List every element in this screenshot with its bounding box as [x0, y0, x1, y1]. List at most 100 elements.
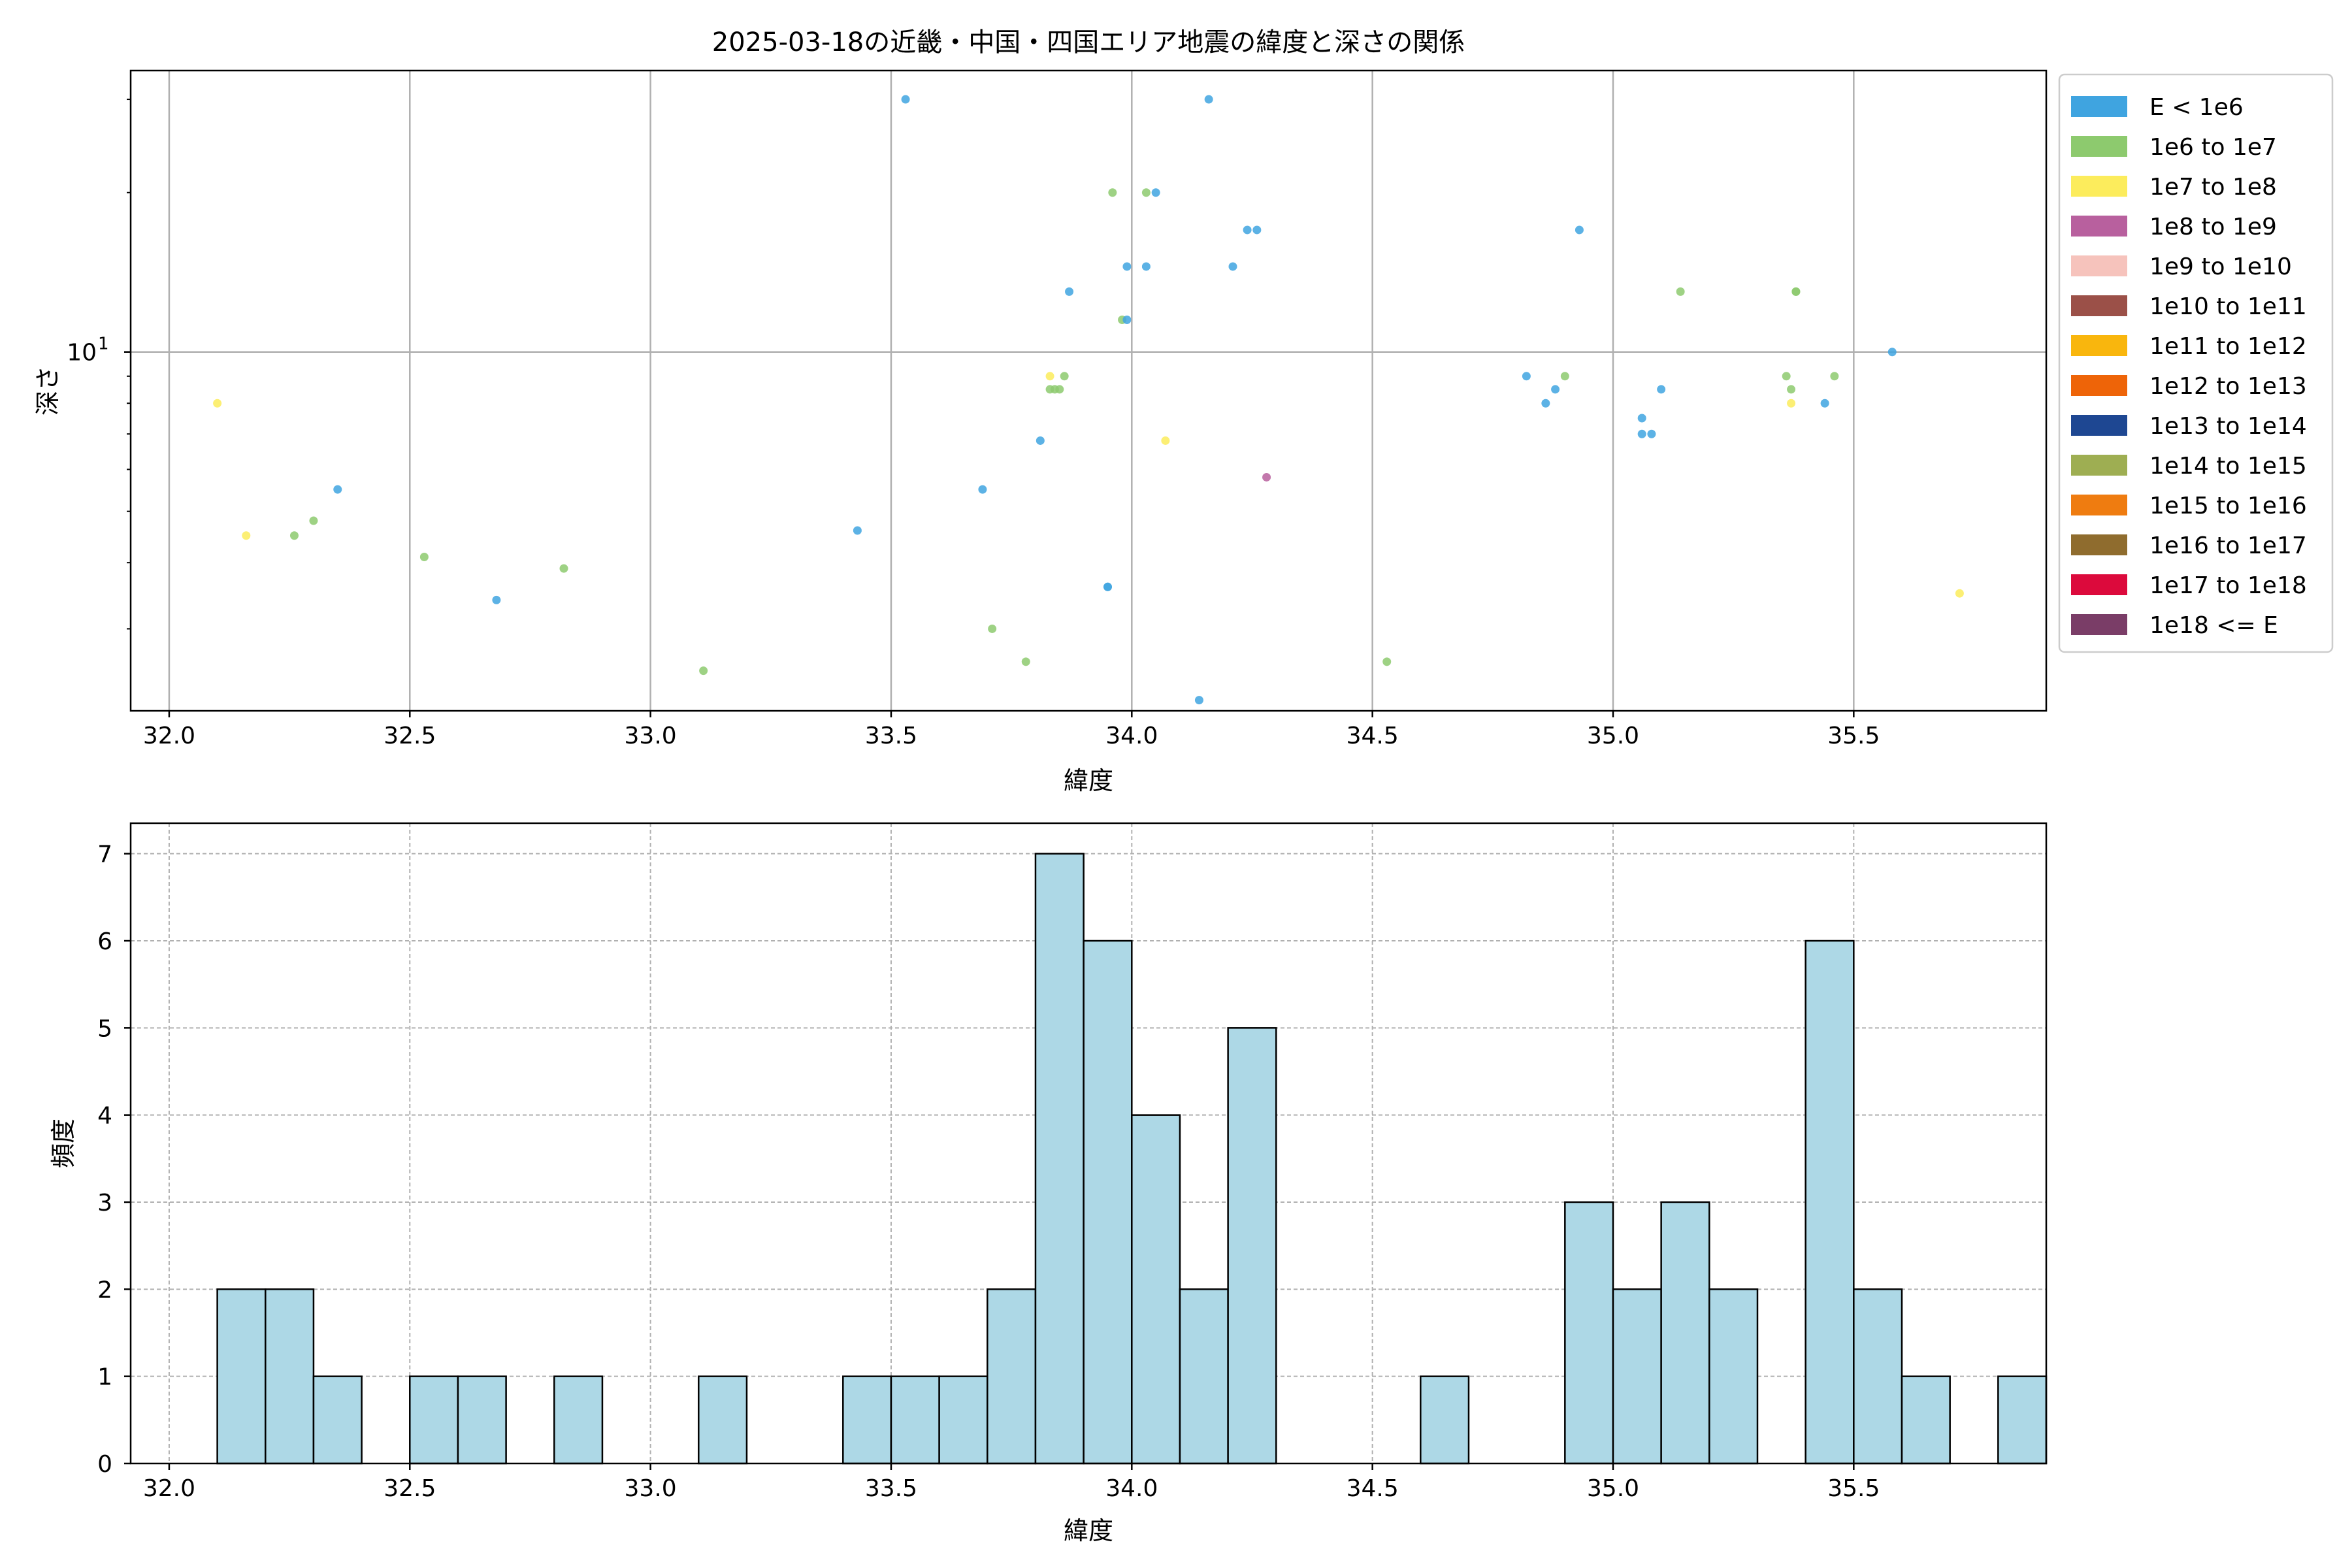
legend-label: E < 1e6: [2149, 94, 2244, 121]
legend-label: 1e17 to 1e18: [2149, 572, 2307, 599]
scatter-point: [1541, 399, 1550, 408]
scatter-point: [1204, 95, 1213, 104]
legend-swatch: [2071, 295, 2127, 316]
legend: E < 1e6 1e6 to 1e7 1e7 to 1e8 1e8 to 1e9 1e9…: [2058, 73, 2334, 653]
scatter-plot-frame: [129, 69, 2048, 712]
scatter-point: [1021, 657, 1030, 666]
scatter-point: [289, 531, 299, 540]
scatter-point: [978, 485, 987, 494]
histogram-bar: [1420, 1375, 1470, 1465]
histogram-bar: [312, 1375, 363, 1465]
histogram-x-tick-label: 34.0: [1105, 1475, 1158, 1502]
legend-label: 1e9 to 1e10: [2149, 253, 2292, 280]
histogram-x-tick-label: 34.5: [1347, 1475, 1399, 1502]
legend-swatch: [2071, 375, 2127, 396]
legend-label: 1e7 to 1e8: [2149, 174, 2277, 201]
legend-swatch: [2071, 415, 2127, 436]
scatter-point: [1228, 262, 1237, 271]
scatter-point: [1161, 436, 1170, 445]
scatter-point: [1791, 287, 1801, 296]
scatter-point: [1647, 429, 1656, 438]
scatter-point: [242, 531, 251, 540]
histogram-y-tick-label: 0: [97, 1451, 112, 1478]
histogram-bar: [1997, 1375, 2048, 1465]
scatter-point: [1243, 225, 1252, 235]
histogram-bar: [987, 1288, 1037, 1465]
scatter-point: [1830, 372, 1839, 381]
scatter-point: [1637, 414, 1646, 423]
scatter-point: [1262, 472, 1271, 482]
legend-swatch: [2071, 96, 2127, 117]
scatter-gridlines: [131, 71, 2046, 711]
scatter-point: [1045, 372, 1054, 381]
histogram-bar: [265, 1288, 315, 1465]
histogram-x-tick-label: 33.5: [865, 1475, 917, 1502]
histogram-x-tick-label: 32.0: [143, 1475, 195, 1502]
histogram-bar: [1083, 939, 1133, 1465]
histogram-bar: [1853, 1288, 1903, 1465]
scatter-y-axis-label: 深さ: [33, 366, 62, 416]
scatter-x-tick-label: 35.0: [1587, 723, 1639, 749]
histogram-bar: [1901, 1375, 1951, 1465]
histogram-bar: [890, 1375, 940, 1465]
scatter-x-tick-label: 32.5: [384, 723, 436, 749]
histogram-y-axis-label: 頻度: [49, 1119, 78, 1168]
histogram-bar: [216, 1288, 267, 1465]
legend-swatch: [2071, 176, 2127, 197]
scatter-point: [1194, 696, 1203, 705]
legend-swatch: [2071, 255, 2127, 276]
scatter-point: [1108, 188, 1117, 197]
scatter-point: [1560, 372, 1569, 381]
scatter-point: [1637, 429, 1646, 438]
scatter-point: [901, 95, 910, 104]
scatter-point: [1887, 348, 1897, 357]
histogram-chart: 32.0 32.5 33.0 33.5 34.0 34.5 35.0 35.5 0 1 2 3 4 5 6…: [49, 822, 2048, 1545]
legend-swatch: [2071, 216, 2127, 237]
histogram-x-tick-label: 35.0: [1587, 1475, 1639, 1502]
histogram-x-axis-label: 緯度: [1064, 1516, 1113, 1545]
scatter-point: [1103, 582, 1112, 591]
scatter-point: [1657, 385, 1666, 394]
histogram-bar: [1227, 1027, 1277, 1465]
histogram-y-ticks: 0 1 2 3 4 5 6 7: [97, 841, 131, 1478]
legend-frame: [2058, 73, 2334, 653]
legend-label: 1e12 to 1e13: [2149, 373, 2307, 400]
scatter-point: [1060, 372, 1069, 381]
scatter-point: [1787, 385, 1796, 394]
legend-label: 1e13 to 1e14: [2149, 413, 2307, 440]
scatter-point: [1252, 225, 1262, 235]
scatter-x-tick-label: 33.0: [625, 723, 677, 749]
histogram-bar: [1131, 1114, 1181, 1465]
legend-label: 1e8 to 1e9: [2149, 214, 2277, 240]
legend-label: 1e10 to 1e11: [2149, 293, 2307, 320]
scatter-x-tick-label: 34.5: [1347, 723, 1399, 749]
scatter-chart: 2025-03-18の近畿・中国・四国エリア地震の緯度と深さの関係 32.0 32…: [33, 27, 2334, 795]
scatter-y-ticks: 10 1: [67, 99, 131, 630]
scatter-point: [492, 595, 501, 604]
scatter-point: [988, 624, 997, 633]
legend-label: 1e15 to 1e16: [2149, 493, 2307, 519]
legend-swatch: [2071, 335, 2127, 356]
scatter-point: [1141, 262, 1151, 271]
histogram-y-tick-label: 3: [97, 1190, 112, 1217]
scatter-point: [1382, 657, 1392, 666]
legend-swatch: [2071, 495, 2127, 515]
scatter-points: [213, 95, 1964, 705]
histogram-bar: [1564, 1201, 1614, 1465]
scatter-title: 2025-03-18の近畿・中国・四国エリア地震の緯度と深さの関係: [712, 27, 1465, 57]
histogram-x-ticks: 32.0 32.5 33.0 33.5 34.0 34.5 35.0 35.5: [143, 1463, 1880, 1502]
scatter-x-tick-label: 32.0: [143, 723, 195, 749]
scatter-point: [1122, 316, 1132, 325]
legend-label: 1e14 to 1e15: [2149, 453, 2307, 480]
histogram-y-tick-label: 7: [97, 841, 112, 868]
scatter-x-ticks: 32.0 32.5 33.0 33.5 34.0 34.5 35.0 35.5: [143, 711, 1880, 749]
histogram-bar: [842, 1375, 892, 1465]
legend-swatch: [2071, 574, 2127, 595]
scatter-point: [1151, 188, 1160, 197]
histogram-bar: [1034, 853, 1085, 1465]
histogram-x-tick-label: 35.5: [1827, 1475, 1880, 1502]
histogram-bar: [698, 1375, 748, 1465]
scatter-point: [1551, 385, 1560, 394]
scatter-x-tick-label: 35.5: [1827, 723, 1880, 749]
histogram-y-tick-label: 2: [97, 1277, 112, 1303]
